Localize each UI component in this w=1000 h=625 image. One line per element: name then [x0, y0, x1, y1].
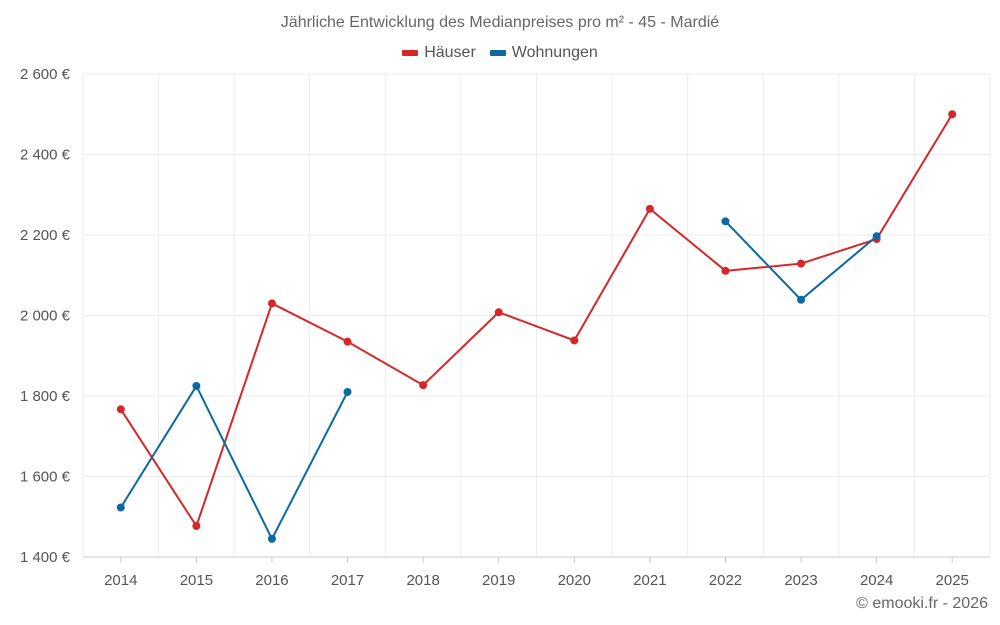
x-tick-label: 2024	[860, 572, 893, 589]
x-tick-label: 2020	[558, 572, 591, 589]
legend-swatch	[489, 50, 506, 56]
legend-label: Wohnungen	[511, 44, 598, 61]
data-point-h-user	[419, 381, 428, 390]
data-point-wohnungen	[116, 503, 125, 512]
y-tick-label: 1 600 €	[20, 469, 71, 486]
x-tick-label: 2017	[331, 572, 364, 589]
data-point-h-user	[192, 522, 201, 531]
data-point-h-user	[645, 204, 654, 213]
y-tick-label: 2 000 €	[20, 308, 71, 325]
y-tick-label: 2 600 €	[20, 66, 71, 83]
legend: Häuser Wohnungen	[0, 44, 1000, 62]
data-point-wohnungen	[343, 387, 352, 396]
legend-item-h-user[interactable]: Häuser	[402, 44, 476, 62]
data-point-h-user	[494, 308, 503, 317]
chart-title: Jährliche Entwicklung des Medianpreises …	[280, 14, 720, 31]
series-line-wohnungen	[119, 384, 349, 540]
y-tick-label: 1 400 €	[20, 549, 71, 566]
legend-swatch	[402, 50, 419, 56]
series-line-h-user	[119, 113, 954, 528]
y-tick-label: 1 800 €	[20, 388, 71, 405]
data-point-h-user	[570, 336, 579, 345]
x-tick-label: 2019	[482, 572, 515, 589]
x-tick-label: 2023	[784, 572, 817, 589]
data-point-h-user	[721, 266, 730, 275]
y-tick-label: 2 400 €	[20, 147, 71, 164]
data-point-wohnungen	[192, 381, 201, 390]
credit-text: © emooki.fr - 2026	[856, 595, 988, 612]
data-point-wohnungen	[872, 232, 881, 241]
x-tick-label: 2025	[936, 572, 969, 589]
x-tick-label: 2016	[255, 572, 288, 589]
y-tick-label: 2 200 €	[20, 227, 71, 244]
x-tick-label: 2021	[633, 572, 666, 589]
data-point-wohnungen	[267, 534, 276, 543]
x-tick-label: 2015	[180, 572, 213, 589]
x-tick-label: 2018	[406, 572, 439, 589]
data-point-h-user	[948, 110, 957, 119]
data-point-h-user	[343, 337, 352, 346]
x-tick-label: 2014	[104, 572, 137, 589]
x-tick-label: 2022	[709, 572, 742, 589]
legend-label: Häuser	[424, 44, 476, 61]
data-point-h-user	[267, 299, 276, 308]
legend-item-wohnungen[interactable]: Wohnungen	[489, 44, 598, 62]
data-point-wohnungen	[721, 217, 730, 226]
data-point-wohnungen	[797, 295, 806, 304]
data-point-h-user	[797, 259, 806, 268]
data-point-h-user	[116, 405, 125, 414]
